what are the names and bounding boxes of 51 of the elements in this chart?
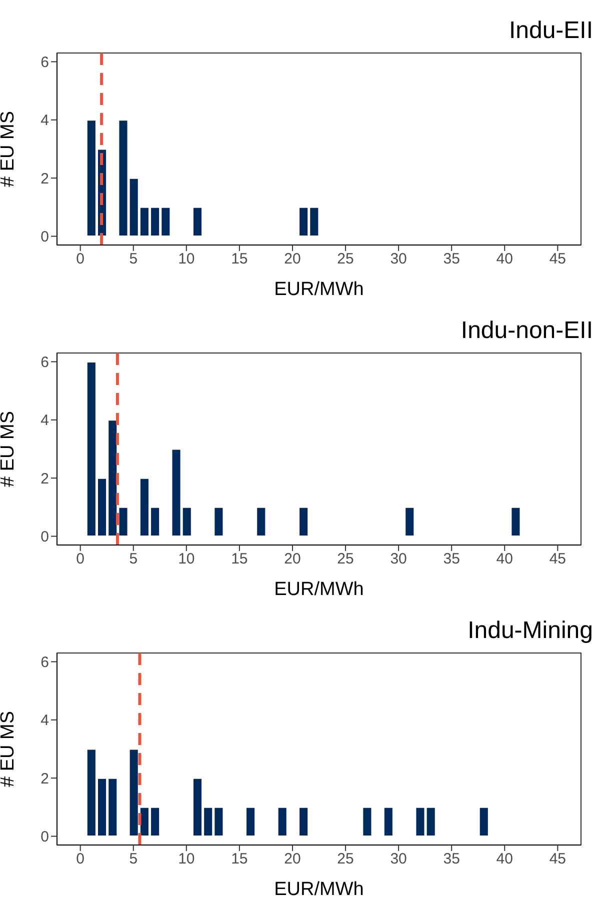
y-axis-title: # EU MS <box>0 710 19 788</box>
y-tick-label: 2 <box>40 470 49 488</box>
x-tick-label: 40 <box>496 250 513 268</box>
x-axis-title: EUR/MWh <box>274 879 364 900</box>
y-tick-label: 4 <box>40 112 49 130</box>
x-tick-label: 10 <box>178 850 195 868</box>
chart-title: Indu-EII <box>508 17 593 45</box>
x-tick-label: 30 <box>390 250 407 268</box>
x-tick-label: 5 <box>129 550 138 568</box>
x-tick-label: 40 <box>496 850 513 868</box>
y-tick-label: 4 <box>40 712 49 730</box>
y-tick-label: 0 <box>40 828 49 846</box>
x-tick-label: 20 <box>284 250 301 268</box>
y-tick-label: 6 <box>40 354 49 372</box>
y-axis-title: # EU MS <box>0 410 19 488</box>
y-axis-title: # EU MS <box>0 110 19 188</box>
x-tick-label: 45 <box>549 550 566 568</box>
y-tick-label: 2 <box>40 770 49 788</box>
x-tick-label: 20 <box>284 550 301 568</box>
chart-title: Indu-non-EII <box>460 317 593 345</box>
y-tick-label: 6 <box>40 54 49 72</box>
x-tick-label: 25 <box>337 250 354 268</box>
x-tick-label: 10 <box>178 550 195 568</box>
x-tick-label: 10 <box>178 250 195 268</box>
x-tick-label: 35 <box>443 250 460 268</box>
x-tick-label: 25 <box>337 850 354 868</box>
x-tick-label: 15 <box>231 850 248 868</box>
y-tick-label: 0 <box>40 228 49 246</box>
x-tick-label: 35 <box>443 850 460 868</box>
x-tick-label: 5 <box>129 850 138 868</box>
x-tick-label: 0 <box>76 550 85 568</box>
x-axis-title: EUR/MWh <box>274 279 364 300</box>
x-tick-label: 45 <box>549 850 566 868</box>
y-tick-label: 4 <box>40 412 49 430</box>
x-tick-label: 5 <box>129 250 138 268</box>
y-tick-label: 6 <box>40 654 49 672</box>
x-tick-label: 15 <box>231 250 248 268</box>
y-tick-label: 2 <box>40 170 49 188</box>
x-tick-label: 35 <box>443 550 460 568</box>
y-tick-label: 0 <box>40 528 49 546</box>
x-tick-label: 40 <box>496 550 513 568</box>
chart-title: Indu-Mining <box>468 617 593 645</box>
x-tick-label: 45 <box>549 250 566 268</box>
x-tick-label: 25 <box>337 550 354 568</box>
x-tick-label: 15 <box>231 550 248 568</box>
x-tick-label: 30 <box>390 850 407 868</box>
x-axis-title: EUR/MWh <box>274 579 364 600</box>
x-tick-label: 0 <box>76 250 85 268</box>
x-tick-label: 30 <box>390 550 407 568</box>
x-tick-label: 0 <box>76 850 85 868</box>
x-tick-label: 20 <box>284 850 301 868</box>
